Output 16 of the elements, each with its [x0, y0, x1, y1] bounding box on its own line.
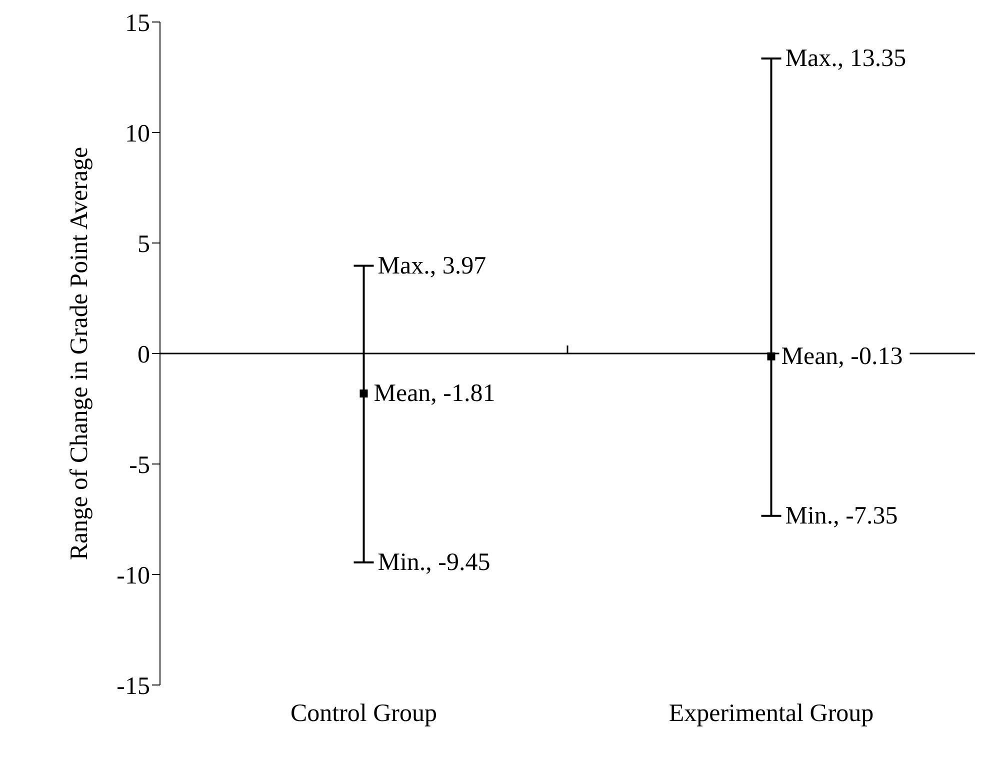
annotation: Max., 13.35	[785, 44, 906, 72]
data-label: Mean, -0.13	[781, 342, 903, 370]
annotation: Min., -7.35	[785, 502, 898, 530]
y-tick-label: 15	[125, 10, 150, 37]
annotation: Max., 3.97	[378, 252, 486, 280]
y-tick-label: 5	[138, 230, 150, 258]
y-axis-title: Range of Change in Grade Point Average	[66, 146, 93, 560]
y-tick-label: -5	[129, 452, 150, 479]
annotation: Min., -9.45	[378, 548, 490, 576]
data-label: Mean, -1.81	[374, 380, 496, 407]
x-tick-label: Experimental Group	[668, 700, 874, 727]
y-tick-label: 10	[125, 120, 150, 148]
y-tick-label: -10	[116, 562, 150, 590]
y-tick-label: 0	[138, 341, 150, 368]
y-tick-label: -15	[116, 672, 150, 700]
x-tick-label: Control Group	[290, 700, 438, 727]
